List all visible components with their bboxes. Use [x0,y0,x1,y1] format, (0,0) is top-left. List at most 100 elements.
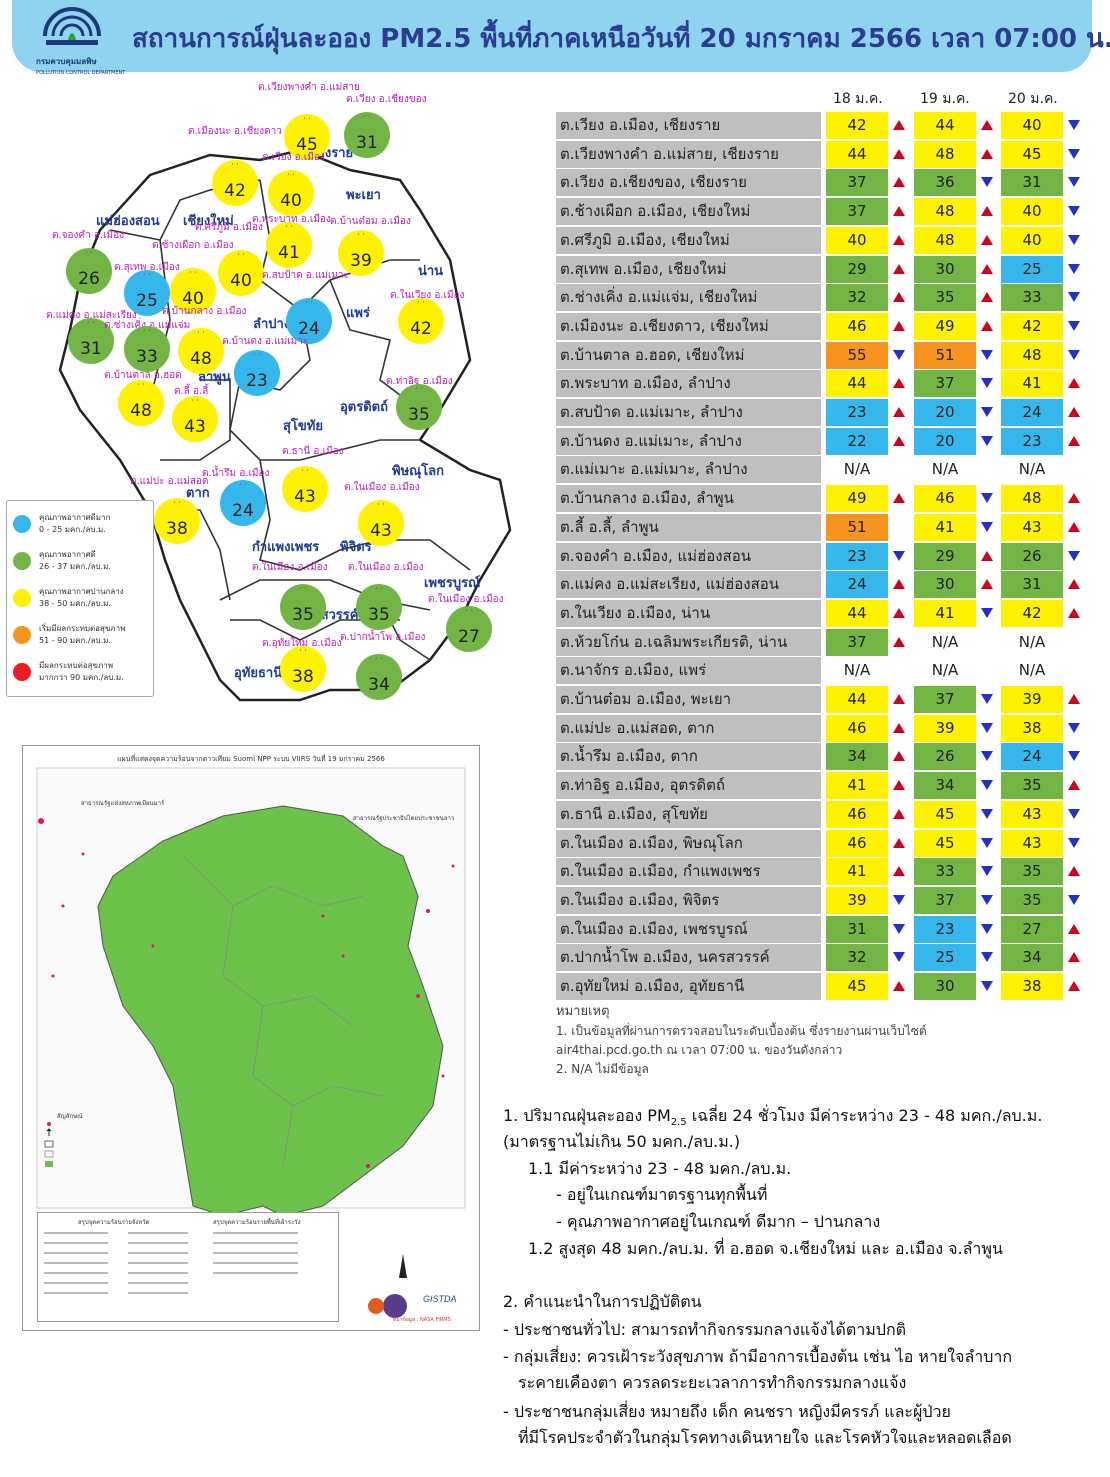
station-label: ต.บ้านต๋อม อ.เมือง [330,216,411,227]
triangle-up-icon [1068,923,1080,934]
data-source: ที่มาข้อมูล : NASA FIRMS [393,1317,451,1323]
triangle-up-icon [893,981,905,991]
smile-face-icon: ˙˙ [286,173,296,184]
legend-title: คุณภาพอากาศปานกลาง [39,587,124,596]
smile-face-icon: ˙˙ [252,353,262,364]
triangle-up-icon [893,292,905,303]
smile-face-icon: ˙˙ [196,331,206,342]
col-date-1: 18 ม.ค. [833,91,883,107]
station-bubble: ˙˙ 25 [124,270,170,316]
triangle-down-icon [893,550,905,561]
pm25-value: 44 [826,140,888,168]
legend-title: เริ่มมีผลกระทบต่อสุขภาพ [39,624,126,633]
triangle-down-icon [1068,751,1080,762]
smile-face-icon: ˙˙ [376,503,386,514]
station-label: ต.แม่คง อ.แม่สะเรียง [46,310,137,321]
prov-sukhothai: สุโขทัย [283,419,323,434]
pm25-value: 29 [826,255,888,283]
station-label: ต.ในเมือง อ.เมือง [348,562,424,573]
smile-face-icon: ˙˙ [298,649,308,660]
station-value: 24 [298,319,320,339]
pm25-value: 23 [914,915,976,943]
station-name: ต.บ้านตาล อ.ฮอด, เชียงใหม่ [556,341,821,369]
station-name: ต.ในเมือง อ.เมือง, พิจิตร [556,886,821,914]
pm25-value: 46 [826,312,888,340]
station-name: ต.ในเวียง อ.เมือง, น่าน [556,599,821,627]
station-label: ต.ช้างเผือก อ.เมือง [152,240,234,251]
station-name: ต.อุทัยใหม่ อ.เมือง, อุทัยธานี [556,973,821,1000]
station-name: ต.ช้างเผือก อ.เมือง, เชียงใหม่ [556,198,821,226]
pm25-value: 40 [826,226,888,254]
station-label: ต.ในเมือง อ.เมือง [428,594,504,605]
svg-text:GISTDA: GISTDA [423,1294,457,1304]
station-name: ต.ลี้ อ.ลี้, ลำพูน [556,513,821,541]
summary-2-c2: ที่มีโรคประจำตัวในกลุ่มโรคทางเดินหายใจ แ… [518,1428,1012,1447]
station-name: ต.บ้านต๋อม อ.เมือง, พะเยา [556,686,821,713]
triangle-up-icon [893,206,905,217]
pm25-value: 37 [914,370,976,398]
pm25-value: 35 [1001,772,1063,800]
triangle-up-icon [893,866,905,877]
pm25-value: 48 [914,198,976,226]
pm25-value: 39 [826,886,888,914]
pm25-value: 44 [914,112,976,139]
smile-face-icon: ˙˙ [414,387,424,398]
station-name: ต.เมืองนะ อ.เชียงดาว, เชียงใหม่ [556,312,821,340]
station-name: ต.ห้วยโก๋น อ.เฉลิมพระเกียรติ, น่าน [556,628,821,656]
table-row: ต.สุเทพ อ.เมือง, เชียงใหม่ 29 30 25 [556,255,1086,283]
pm25-value: 30 [914,255,976,283]
pm25-value: 36 [914,169,976,197]
table-row: ต.เวียง อ.เมือง, เชียงราย 42 44 40 [556,112,1086,139]
table-row: ต.ในเวียง อ.เมือง, น่าน 44 41 42 [556,599,1086,627]
prov-phayao: พะเยา [346,188,381,203]
legend-item: เริ่มมีผลกระทบต่อสุขภาพ 51 - 90 มคก./ลบ.ม… [13,620,149,652]
station-name: ต.ในเมือง อ.เมือง, พิษณุโลก [556,829,821,857]
smile-face-icon: ˙˙ [188,271,198,282]
station-bubble: ˙˙ 42 [212,160,258,206]
pm25-value: 40 [1001,112,1063,139]
table-row: ต.ห้วยโก๋น อ.เฉลิมพระเกียรติ, น่าน 37 N/A N… [556,628,1086,656]
smile-face-icon: ˙˙ [298,587,308,598]
station-label: ต.เวียง อ.เมือง [262,152,325,163]
station-name: ต.บ้านกลาง อ.เมือง, ลำพูน [556,485,821,513]
triangle-up-icon [1068,981,1080,991]
station-label: ต.น้ำรึม อ.เมือง [202,468,270,479]
legend-range: 0 - 25 มคก./ลบ.ม. [39,525,106,534]
prov-lampang: ลำปาง [253,317,291,332]
satellite-map-graphic: GISTDA [36,767,466,1318]
station-value: 31 [356,133,378,153]
station-label: ต.ศรีภูมิ อ.เมือง [195,222,263,233]
pm25-value: 20 [914,427,976,455]
station-label: ต.จองคำ อ.เมือง [52,230,124,241]
station-name: ต.พระบาท อ.เมือง, ลำปาง [556,370,821,398]
station-bubble: ˙˙ 35 [396,384,442,430]
station-bubble: ˙˙ 40 [170,268,216,314]
pm25-value: 34 [826,743,888,771]
pm25-value: 32 [826,284,888,312]
station-bubble: ˙˙ 43 [172,396,218,442]
pm25-value: N/A [843,661,871,680]
summary-1-2: 1.2 สูงสุด 48 มคก./ลบ.ม. ที่ อ.ฮอด จ.เชี… [528,1239,1003,1258]
smile-face-icon: ˙˙ [374,657,384,668]
summary-2-b2: ระคายเคืองตา ควรลดระยะเวลาการทำกิจกรรมกล… [518,1373,907,1392]
triangle-down-icon [981,493,993,504]
summary-1-1-b: - คุณภาพอากาศอยู่ในเกณฑ์ ดีมาก – ปานกลาง [556,1212,881,1231]
prov-uttaradit: อุตรดิตถ์ [340,400,388,415]
triangle-down-icon [981,780,993,791]
pm25-value: 45 [914,829,976,857]
triangle-down-icon [1068,550,1080,561]
smile-face-icon: ˙˙ [230,163,240,174]
table-row: ต.ท่าอิฐ อ.เมือง, อุตรดิตถ์ 41 34 35 [556,772,1086,800]
station-value: 23 [246,371,268,391]
country-myanmar: สาธารณรัฐแห่งสหภาพเมียนมาร์ [81,800,165,807]
table-row: ต.เวียง อ.เชียงของ, เชียงราย 37 36 31 [556,169,1086,197]
triangle-down-icon [1068,292,1080,303]
summary-text-lines [44,1232,298,1294]
triangle-up-icon [893,751,905,762]
station-bubble: ˙˙ 38 [154,498,200,544]
station-name: ต.เวียง อ.เมือง, เชียงราย [556,112,821,139]
pm25-value: 27 [1001,915,1063,943]
legend-item: คุณภาพอากาศดี 26 - 37 มคก./ลบ.ม. [13,546,149,578]
smile-face-icon: ˙˙ [464,609,474,620]
triangle-down-icon [981,866,993,877]
